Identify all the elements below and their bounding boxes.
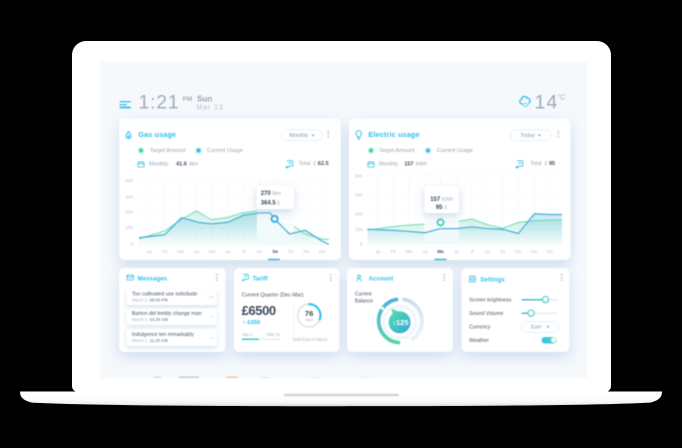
svg-text:300: 300 — [125, 209, 133, 214]
svg-text:500: 500 — [125, 177, 133, 182]
svg-text:Ju: Ju — [454, 248, 459, 254]
svg-text:Oc: Oc — [288, 248, 295, 254]
svg-text:Ma: Ma — [437, 248, 444, 254]
svg-text:Se: Se — [500, 248, 506, 254]
svg-text:150: 150 — [355, 226, 363, 231]
svg-text:600: 600 — [355, 173, 363, 178]
svg-text:Ja: Ja — [375, 248, 380, 254]
svg-text:Ma: Ma — [177, 248, 184, 254]
svg-text:Ap: Ap — [193, 248, 199, 254]
svg-text:400: 400 — [125, 194, 133, 199]
svg-text:Ap: Ap — [422, 248, 428, 254]
svg-text:No: No — [531, 248, 537, 254]
svg-text:200: 200 — [125, 224, 133, 229]
svg-text:Ma: Ma — [209, 248, 216, 254]
svg-text:Jl: Jl — [242, 248, 245, 254]
svg-text:Fe: Fe — [162, 248, 168, 254]
svg-text:Au: Au — [484, 248, 490, 254]
svg-text:450: 450 — [355, 192, 363, 197]
svg-text:125: 125 — [396, 318, 409, 327]
svg-text:Se: Se — [272, 248, 278, 254]
svg-text:No: No — [303, 248, 309, 254]
svg-text:Au: Au — [256, 248, 262, 254]
svg-text:0: 0 — [360, 241, 363, 246]
svg-text:De: De — [319, 248, 325, 254]
svg-text:De: De — [547, 248, 553, 254]
svg-text:0: 0 — [130, 241, 133, 246]
svg-text:Ma: Ma — [405, 248, 412, 254]
svg-text:£: £ — [393, 320, 396, 325]
svg-text:Jl: Jl — [470, 248, 473, 254]
svg-text:Ju: Ju — [225, 248, 230, 254]
svg-text:300: 300 — [355, 211, 363, 216]
svg-text:Oc: Oc — [515, 248, 522, 254]
svg-text:Fe: Fe — [391, 248, 397, 254]
svg-text:Ja: Ja — [146, 248, 151, 254]
